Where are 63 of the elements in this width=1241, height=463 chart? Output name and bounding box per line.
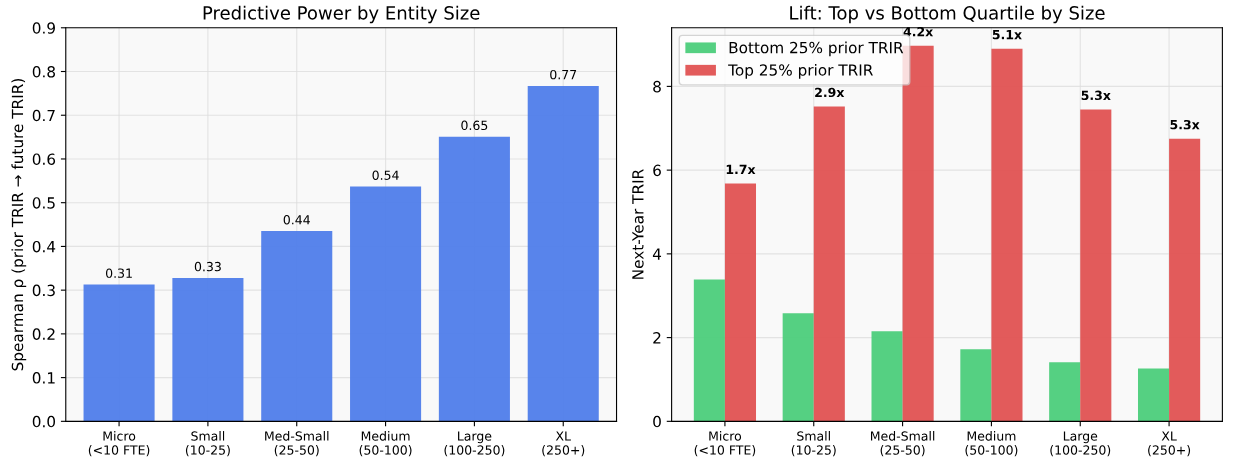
bar <box>1169 138 1201 422</box>
data-label: 0.54 <box>372 170 399 180</box>
annotation: 2.9x <box>815 87 845 98</box>
y-tick-label: 0.1 <box>32 372 55 384</box>
y-tick-label: 0.3 <box>32 284 55 297</box>
data-label: 0.77 <box>550 69 577 80</box>
bar <box>960 349 992 422</box>
bar <box>693 279 725 422</box>
bar <box>991 48 1023 422</box>
x-tick-label: Small (10-25) <box>185 431 230 457</box>
y-tick-label: 0.0 <box>32 415 56 428</box>
y-tick-label: 0.7 <box>32 109 55 122</box>
x-tick-label: Medium (50-100) <box>359 431 412 457</box>
y-axis-title: Next-Year TRIR <box>632 169 644 279</box>
x-tick-label: Micro (<10 FTE) <box>694 431 756 457</box>
y-tick-label: 0.9 <box>32 22 55 34</box>
chart-title: Predictive Power by Entity Size <box>203 5 480 24</box>
y-tick-label: 0.4 <box>32 240 56 253</box>
bar <box>1137 368 1170 422</box>
chart-title: Lift: Top vs Bottom Quartile by Size <box>790 5 1105 24</box>
legend-label: Bottom 25% prior TRIR <box>729 41 904 57</box>
bar <box>1049 362 1081 422</box>
data-label: 0.33 <box>194 261 221 272</box>
data-label: 0.44 <box>283 215 310 225</box>
x-tick-label: Small (10-25) <box>791 431 836 457</box>
bar <box>902 45 934 422</box>
bar <box>83 284 155 422</box>
bar <box>724 183 757 422</box>
x-tick-label: XL (250+) <box>542 431 585 457</box>
y-tick-label: 0.2 <box>32 328 55 340</box>
annotation: 5.3x <box>1081 90 1111 101</box>
bar <box>438 136 510 422</box>
legend-label: Top 25% prior TRIR <box>728 63 873 79</box>
y-tick-label: 0.5 <box>32 197 55 209</box>
bar <box>172 277 244 422</box>
bar <box>1080 109 1112 422</box>
x-tick-label: Med-Small (25-50) <box>870 431 935 457</box>
y-tick-label: 0 <box>653 415 661 428</box>
bar <box>261 231 333 422</box>
y-tick-label: 0.6 <box>32 153 56 165</box>
data-label: 0.31 <box>105 268 132 278</box>
y-tick-label: 4 <box>652 248 662 260</box>
bar <box>871 331 903 422</box>
bar <box>350 186 422 422</box>
y-tick-label: 2 <box>653 332 661 344</box>
y-axis-title: Spearman ρ (prior TRIR → future TRIR) <box>11 79 27 371</box>
x-tick-label: XL (250+) <box>1148 431 1191 457</box>
data-label: 0.65 <box>461 120 488 131</box>
y-tick-label: 0.8 <box>32 65 56 78</box>
y-tick-label: 6 <box>653 164 661 177</box>
x-tick-label: Micro (<10 FTE) <box>88 431 150 457</box>
bar <box>813 106 845 422</box>
x-tick-label: Medium (50-100) <box>965 431 1018 457</box>
annotation: 5.1x <box>992 30 1022 40</box>
x-tick-label: Large (100-250) <box>444 431 505 457</box>
y-tick-label: 8 <box>653 80 661 93</box>
bar <box>527 85 599 422</box>
annotation: 5.3x <box>1170 119 1200 130</box>
x-tick-label: Med-Small (25-50) <box>265 431 329 457</box>
annotation: 4.2x <box>903 26 934 37</box>
x-tick-label: Large (100-250) <box>1050 431 1111 457</box>
bar <box>782 313 814 422</box>
annotation: 1.7x <box>726 164 756 174</box>
